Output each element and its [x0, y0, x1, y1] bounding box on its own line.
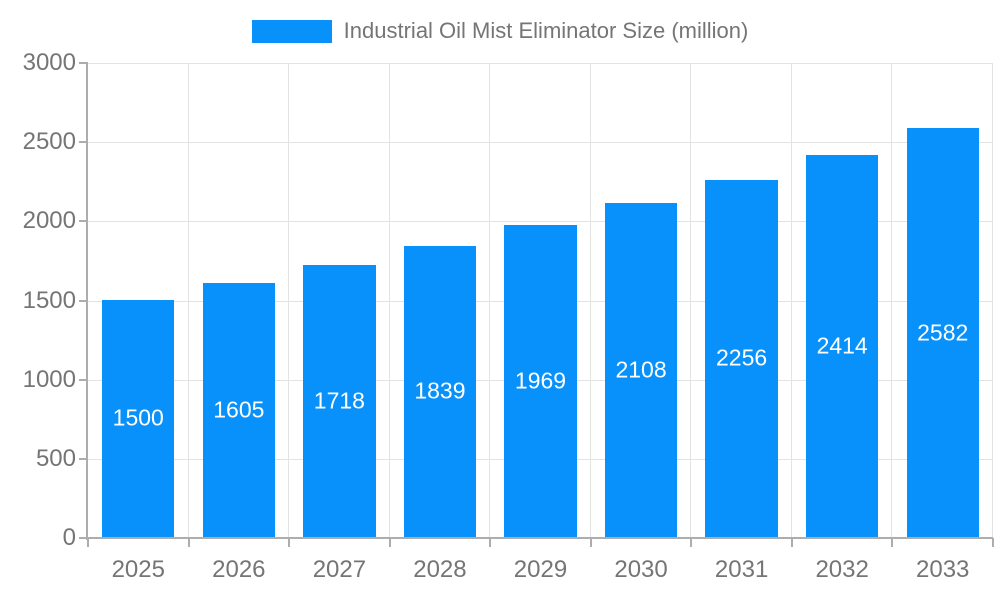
x-axis-tick-label: 2033 [916, 556, 970, 583]
v-gridline [690, 63, 692, 538]
x-axis-tick-mark [187, 538, 190, 547]
x-axis-tick-mark [288, 538, 291, 547]
bar-value-label: 1839 [414, 377, 466, 404]
v-gridline [388, 63, 390, 538]
y-axis-tick-mark [79, 299, 88, 302]
v-gridline [589, 63, 591, 538]
x-axis-tick-mark [992, 538, 994, 547]
y-axis-tick-label: 0 [62, 524, 76, 551]
y-axis-tick-mark [79, 537, 88, 539]
y-axis-tick-label: 500 [35, 444, 76, 472]
x-axis-tick-mark [388, 538, 391, 547]
y-axis-tick-label: 3000 [22, 49, 76, 76]
v-gridline [790, 63, 792, 538]
y-axis-tick-label: 2500 [22, 128, 76, 156]
v-gridline [187, 63, 189, 538]
y-axis-tick-mark [79, 457, 88, 460]
bar-value-label: 2108 [615, 356, 667, 383]
x-axis-tick-label: 2029 [513, 556, 568, 583]
bar: 2256 [705, 179, 778, 537]
bar: 1500 [102, 299, 175, 537]
bar-value-label: 1718 [313, 387, 365, 414]
plot-area: 1500 1605 1718 1839 1969 2108 2256 2414 2582 [88, 63, 993, 538]
bar-value-label: 1500 [112, 404, 164, 431]
y-axis-tick-label: 2000 [22, 207, 76, 235]
y-axis-tick-mark [79, 220, 88, 223]
h-gridline [88, 63, 993, 64]
h-gridline [88, 221, 993, 223]
bar-value-label: 2414 [816, 332, 868, 359]
y-axis-tick-mark [79, 378, 88, 381]
bar: 1839 [403, 245, 477, 537]
bar: 1718 [303, 264, 376, 537]
y-axis-tick-mark [79, 62, 88, 64]
x-axis-line [86, 537, 993, 539]
v-gridline [992, 63, 993, 538]
v-gridline [891, 63, 893, 538]
y-axis-line [86, 63, 88, 540]
x-axis-tick-label: 2031 [714, 556, 769, 583]
x-axis-tick-mark [790, 538, 793, 547]
x-axis-tick-label: 2030 [614, 556, 668, 583]
x-axis-tick-label: 2028 [413, 556, 467, 583]
x-axis-tick-mark [87, 538, 89, 547]
x-axis-tick-label: 2026 [212, 556, 266, 583]
bar: 2108 [604, 203, 678, 537]
x-axis-tick-mark [489, 538, 492, 547]
x-axis-tick-mark [891, 538, 894, 547]
chart-legend[interactable]: Industrial Oil Mist Eliminator Size (mil… [0, 18, 1000, 44]
bar: 1605 [202, 282, 276, 537]
bar: 2582 [906, 128, 979, 537]
bar: 1969 [504, 225, 577, 537]
bar-value-label: 2582 [917, 319, 969, 346]
x-axis-tick-label: 2025 [111, 556, 165, 583]
legend-swatch [251, 19, 332, 43]
y-axis-tick-mark [79, 141, 88, 144]
v-gridline [288, 63, 290, 538]
v-gridline [489, 63, 491, 538]
bar-value-label: 1605 [213, 396, 265, 423]
y-axis-tick-label: 1000 [22, 365, 76, 393]
legend-label: Industrial Oil Mist Eliminator Size (mil… [343, 18, 749, 43]
bar: 2414 [805, 154, 879, 537]
x-axis-tick-label: 2032 [815, 556, 869, 583]
x-axis-tick-label: 2027 [312, 556, 367, 583]
h-gridline [88, 142, 993, 144]
bar-value-label: 2256 [716, 344, 768, 371]
y-axis-tick-label: 1500 [22, 286, 76, 314]
x-axis-tick-mark [589, 538, 592, 547]
bar-value-label: 1969 [514, 367, 567, 394]
x-axis-tick-mark [690, 538, 693, 547]
